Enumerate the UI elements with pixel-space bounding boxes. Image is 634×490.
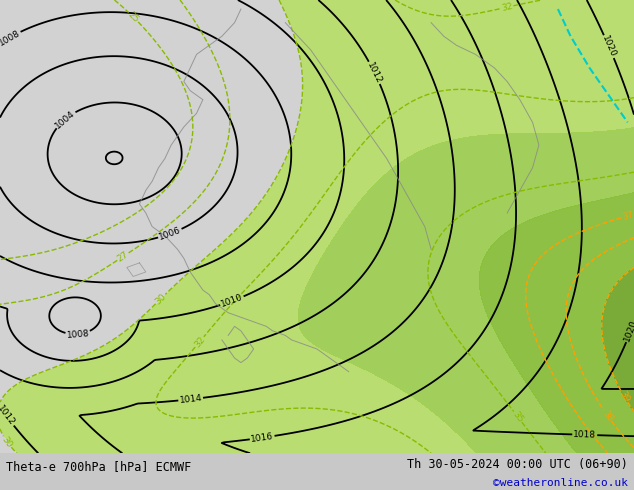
Text: 1020: 1020 (623, 318, 634, 343)
Text: 30: 30 (153, 292, 168, 306)
Text: 38: 38 (600, 409, 614, 423)
Text: 1020: 1020 (600, 34, 618, 59)
Text: Th 30-05-2024 00:00 UTC (06+90): Th 30-05-2024 00:00 UTC (06+90) (407, 458, 628, 471)
Text: 1016: 1016 (250, 432, 274, 444)
Text: 1014: 1014 (179, 393, 202, 405)
Text: Theta-e 700hPa [hPa] ECMWF: Theta-e 700hPa [hPa] ECMWF (6, 460, 191, 473)
Text: 30: 30 (0, 435, 14, 449)
Text: 27: 27 (115, 250, 130, 264)
Text: 1018: 1018 (573, 430, 597, 440)
Text: 1006: 1006 (158, 225, 183, 242)
Text: 1008: 1008 (0, 28, 22, 47)
Text: 32: 32 (500, 1, 514, 13)
Text: 32: 32 (193, 335, 207, 349)
Text: 1012: 1012 (0, 404, 16, 428)
Text: 1012: 1012 (365, 60, 384, 85)
Text: 35: 35 (511, 410, 525, 424)
Text: 39: 39 (618, 389, 631, 404)
Text: ©weatheronline.co.uk: ©weatheronline.co.uk (493, 478, 628, 489)
Text: 37: 37 (621, 210, 634, 222)
Text: 1008: 1008 (66, 329, 89, 340)
Text: 1010: 1010 (219, 293, 244, 309)
Text: 25: 25 (126, 10, 141, 24)
Text: 1004: 1004 (54, 108, 77, 130)
